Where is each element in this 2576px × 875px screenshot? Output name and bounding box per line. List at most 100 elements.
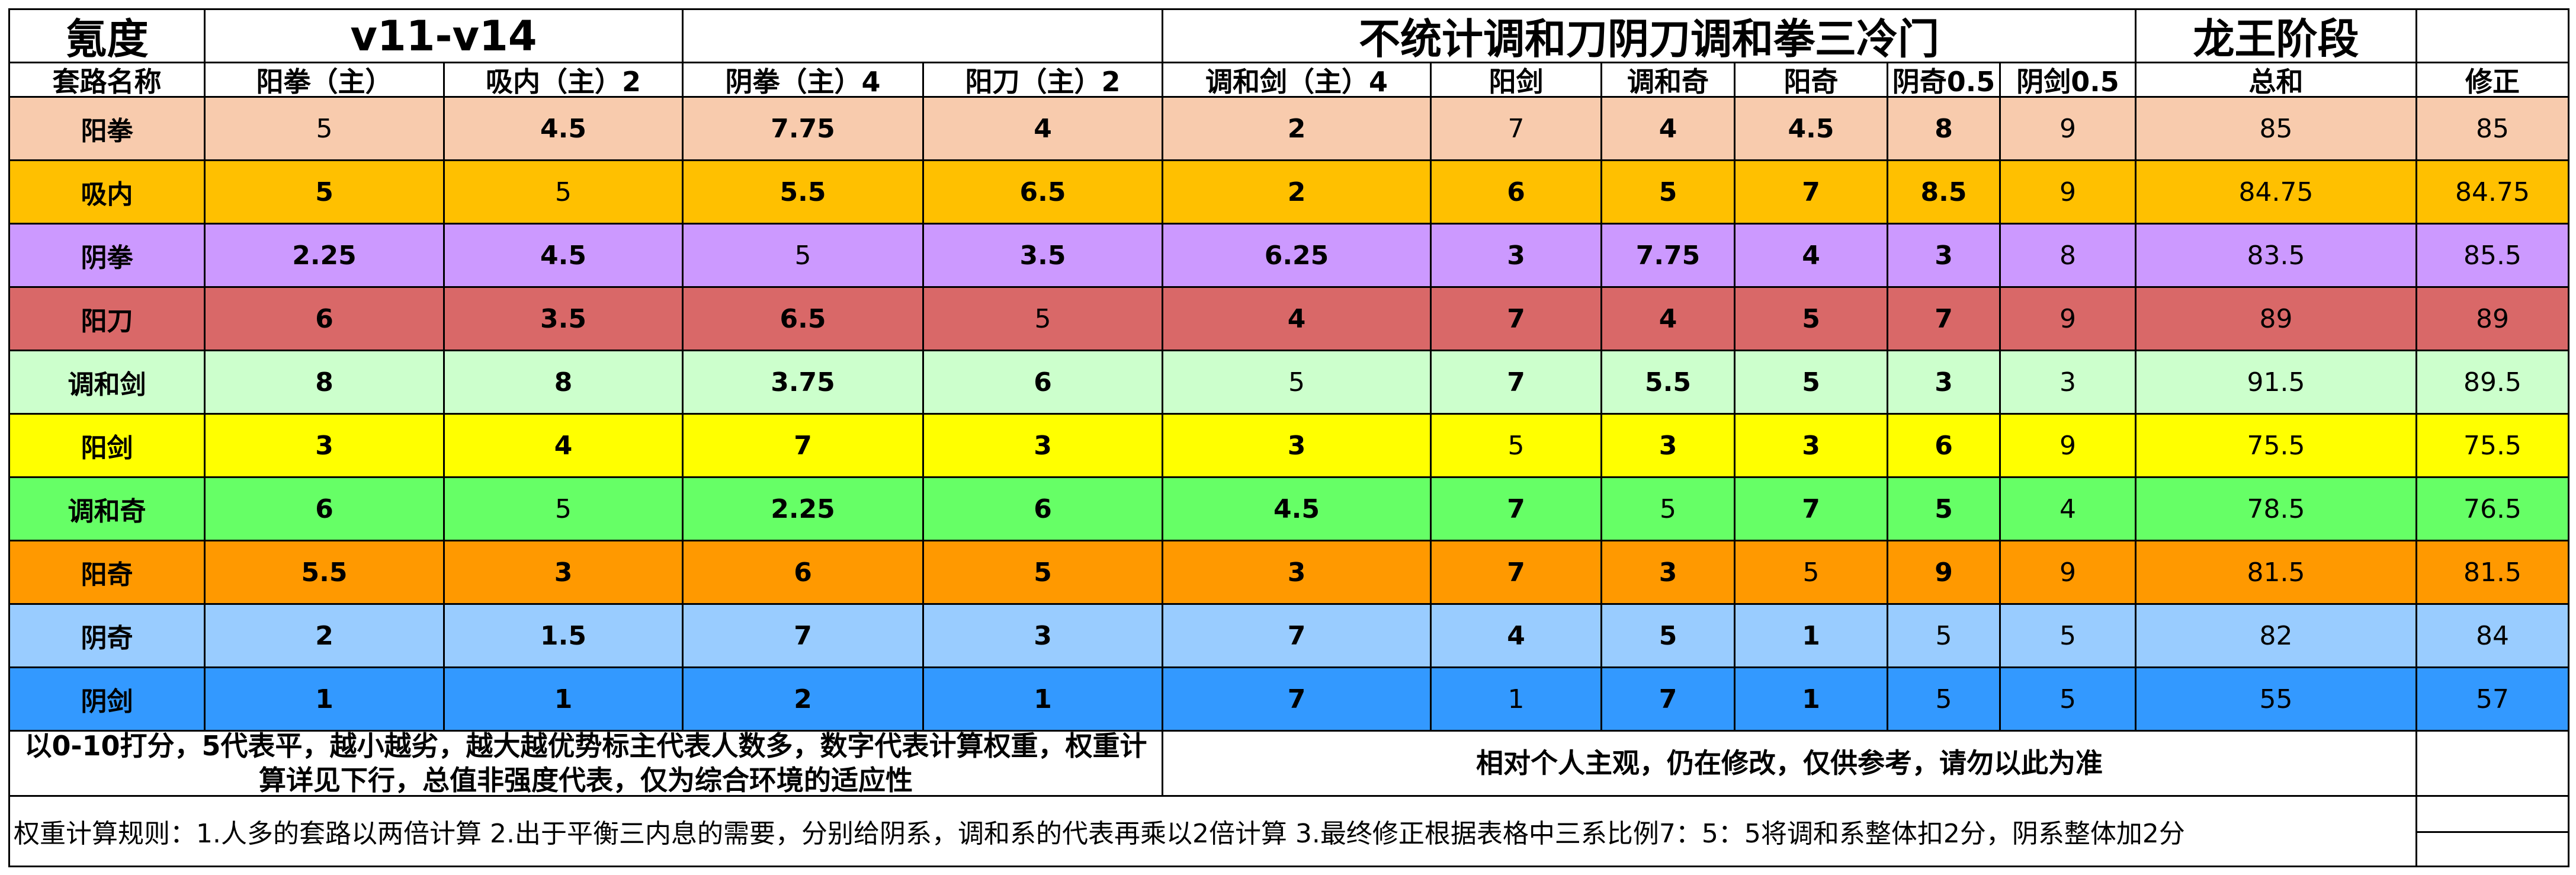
score-cell: 5: [204, 159, 443, 223]
score-cell: 7: [1430, 286, 1600, 350]
score-cell: 8: [1999, 223, 2135, 286]
score-cell: 4: [1600, 286, 1734, 350]
column-header: 调和剑（主）4: [1162, 62, 1430, 96]
score-cell: 5.5: [682, 159, 922, 223]
score-cell: 75.5: [2135, 413, 2415, 476]
title-cell: 氪度: [8, 8, 204, 62]
score-cell: 8: [204, 350, 443, 413]
score-cell: 5.5: [1600, 350, 1734, 413]
score-cell: 3.75: [682, 350, 922, 413]
header-row-columns: 套路名称 阳拳（主） 吸内（主）2 阴拳（主）4 阳刀（主）2 调和剑（主）4 阳剑 调和奇阳…: [8, 62, 2569, 96]
column-header: 阳拳（主）: [204, 62, 443, 96]
score-cell: 9: [1999, 413, 2135, 476]
row-name-cell: 阴拳: [8, 223, 204, 286]
table-row: 阳剑 3 4 7 3 3 5 3 3 6 9 75.5 75.5: [8, 413, 2569, 476]
column-header: 阳剑: [1430, 62, 1600, 96]
score-cell: 83.5: [2135, 223, 2415, 286]
score-cell: 3: [1600, 413, 1734, 476]
score-cell: 6: [204, 476, 443, 540]
score-cell: 8.5: [1887, 159, 1999, 223]
score-cell: 89: [2415, 286, 2569, 350]
column-header: 调和奇: [1600, 62, 1734, 96]
score-cell: 7: [1734, 159, 1887, 223]
score-cell: 3: [1999, 350, 2135, 413]
score-cell: 3: [1162, 413, 1430, 476]
column-header: 吸内（主）2: [443, 62, 682, 96]
score-cell: 2: [1162, 159, 1430, 223]
score-cell: 5: [1734, 540, 1887, 603]
score-cell: 5: [682, 223, 922, 286]
score-cell: 75.5: [2415, 413, 2569, 476]
score-cell: 1: [1430, 666, 1600, 730]
score-cell: 7: [682, 413, 922, 476]
score-cell: 1: [922, 666, 1162, 730]
score-cell: 4: [1430, 603, 1600, 666]
column-header: 阳奇: [1734, 62, 1887, 96]
exclusion-note-cell: 不统计调和刀阴刀调和拳三冷门: [1162, 8, 2135, 62]
score-cell: 4.5: [1162, 476, 1430, 540]
score-cell: 7: [1734, 476, 1887, 540]
stage-cell: 龙王阶段: [2135, 8, 2415, 62]
score-cell: 6: [682, 540, 922, 603]
column-header: 套路名称: [8, 62, 204, 96]
score-cell: 81.5: [2135, 540, 2415, 603]
score-cell: 4.5: [443, 96, 682, 159]
score-cell: 7: [682, 603, 922, 666]
score-cell: 5: [204, 96, 443, 159]
row-name-cell: 调和剑: [8, 350, 204, 413]
score-cell: 4: [1999, 476, 2135, 540]
table-row: 阳刀 6 3.5 6.5 5 4 7 4 5 7 9 89 89: [8, 286, 2569, 350]
score-cell: 78.5: [2135, 476, 2415, 540]
score-cell: 8: [443, 350, 682, 413]
score-cell: 2: [204, 603, 443, 666]
score-cell: 91.5: [2135, 350, 2415, 413]
score-cell: 5: [1734, 286, 1887, 350]
score-cell: 3.5: [922, 223, 1162, 286]
score-cell: 7: [1600, 666, 1734, 730]
score-cell: 6: [1430, 159, 1600, 223]
score-cell: 84.75: [2135, 159, 2415, 223]
score-cell: 3.5: [443, 286, 682, 350]
column-header: 修正: [2415, 62, 2569, 96]
score-table: 氪度 v11-v14 不统计调和刀阴刀调和拳三冷门 龙王阶段 套路名称 阳拳（主） 吸内（主…: [8, 8, 2569, 867]
column-header: 阴奇0.5: [1887, 62, 1999, 96]
score-cell: 5: [1430, 413, 1600, 476]
score-cell: 7.75: [1600, 223, 1734, 286]
score-cell: 1: [1734, 666, 1887, 730]
table-row: 吸内 5 5 5.5 6.5 2 6 5 7 8.5 9 84.75 84.75: [8, 159, 2569, 223]
score-cell: 1.5: [443, 603, 682, 666]
rules-row: 权重计算规则：1.人多的套路以两倍计算 2.出于平衡三内息的需要，分别给阴系，调…: [8, 795, 2569, 867]
score-cell: 6: [922, 476, 1162, 540]
score-cell: 4: [1162, 286, 1430, 350]
score-cell: 1: [1734, 603, 1887, 666]
score-cell: 3: [922, 603, 1162, 666]
score-cell: 1: [204, 666, 443, 730]
score-cell: 85: [2415, 96, 2569, 159]
score-cell: 6: [204, 286, 443, 350]
score-cell: 5: [1600, 603, 1734, 666]
column-header: 阴剑0.5: [1999, 62, 2135, 96]
table-row: 阳拳 5 4.5 7.75 4 2 7 4 4.5 8 9 85 85: [8, 96, 2569, 159]
score-cell: 85: [2135, 96, 2415, 159]
score-cell: 84: [2415, 603, 2569, 666]
score-cell: 4.5: [1734, 96, 1887, 159]
score-cell: 6.25: [1162, 223, 1430, 286]
score-cell: 84.75: [2415, 159, 2569, 223]
column-header: 阴拳（主）4: [682, 62, 922, 96]
score-cell: 5: [443, 476, 682, 540]
row-name-cell: 吸内: [8, 159, 204, 223]
score-cell: 3: [204, 413, 443, 476]
score-cell: 4: [922, 96, 1162, 159]
score-cell: 7: [1430, 350, 1600, 413]
score-cell: 81.5: [2415, 540, 2569, 603]
score-cell: 7: [1162, 666, 1430, 730]
table-row: 阴剑 1 1 2 1 7 1 7 1 5 5 55 57: [8, 666, 2569, 730]
score-cell: 7: [1430, 540, 1600, 603]
score-cell: 4: [1734, 223, 1887, 286]
score-cell: 57: [2415, 666, 2569, 730]
score-cell: 9: [1999, 540, 2135, 603]
table-row: 阳奇 5.5 3 6 5 3 7 3 5 9 9 81.5 81.5: [8, 540, 2569, 603]
blank-header-cell: [2415, 8, 2569, 62]
row-name-cell: 阴剑: [8, 666, 204, 730]
score-cell: 5: [1600, 476, 1734, 540]
